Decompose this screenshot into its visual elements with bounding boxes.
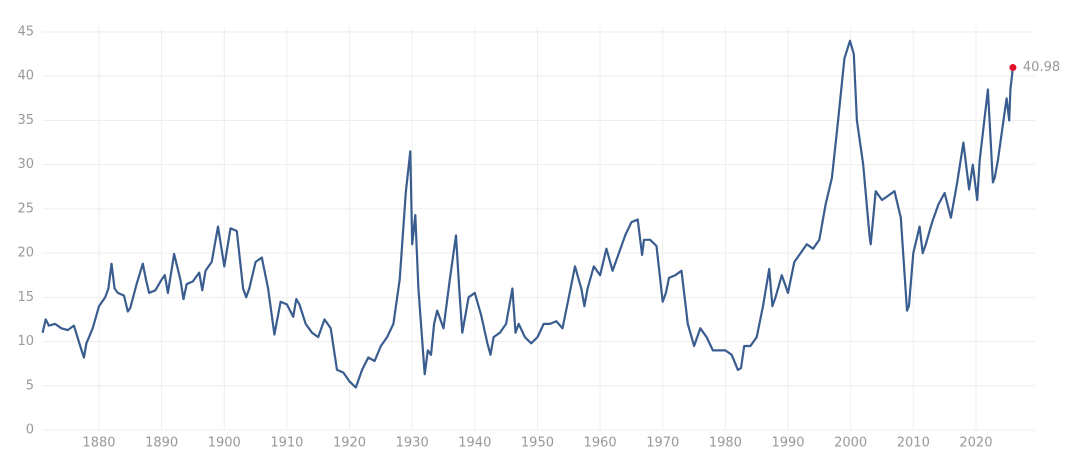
x-tick-label: 1930 (396, 436, 429, 451)
x-tick-label: 2010 (897, 436, 930, 451)
y-tick-label: 25 (17, 201, 34, 216)
last-point (1009, 64, 1017, 72)
x-tick-label: 1970 (646, 436, 679, 451)
x-tick-label: 1910 (270, 436, 303, 451)
y-tick-label: 30 (17, 157, 34, 172)
y-tick-label: 45 (17, 25, 34, 40)
x-tick-label: 2020 (959, 436, 992, 451)
x-tick-label: 1880 (82, 436, 115, 451)
y-tick-label: 5 (26, 378, 34, 393)
last-value-label: 40.98 (1023, 60, 1060, 75)
y-tick-label: 20 (17, 246, 34, 261)
y-tick-label: 40 (17, 69, 34, 84)
x-tick-label: 1940 (458, 436, 491, 451)
line (41, 39, 1014, 389)
x-tick-label: 1950 (521, 436, 554, 451)
x-tick-label: 1960 (584, 436, 617, 451)
y-tick-label: 15 (17, 290, 34, 305)
x-tick-label: 1890 (145, 436, 178, 451)
y-tick-label: 10 (17, 334, 34, 349)
x-tick-label: 1900 (208, 436, 241, 451)
x-tick-label: 1990 (771, 436, 804, 451)
y-tick-label: 0 (26, 423, 34, 438)
y-tick-label: 35 (17, 113, 34, 128)
x-tick-label: 2000 (834, 436, 867, 451)
x-tick-label: 1980 (709, 436, 742, 451)
x-tick-label: 1920 (333, 436, 366, 451)
